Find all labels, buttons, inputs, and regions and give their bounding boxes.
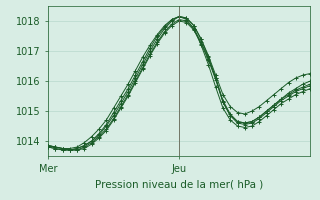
X-axis label: Pression niveau de la mer( hPa ): Pression niveau de la mer( hPa ) — [95, 179, 263, 189]
